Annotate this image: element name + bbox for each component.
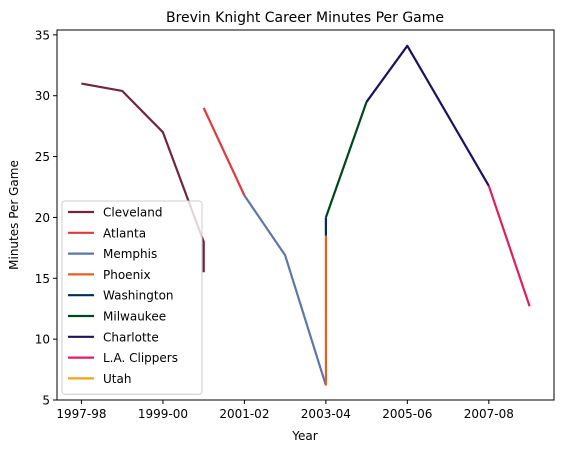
x-tick-label-0: 1997-98 bbox=[56, 407, 106, 421]
x-tick-label-2: 2001-02 bbox=[219, 407, 269, 421]
y-tick-label-2: 15 bbox=[35, 272, 50, 286]
legend-label-4: Washington bbox=[103, 289, 174, 303]
x-tick-label-4: 2005-06 bbox=[382, 407, 432, 421]
legend-label-3: Phoenix bbox=[103, 268, 151, 282]
legend-label-2: Memphis bbox=[103, 247, 157, 261]
y-tick-label-6: 35 bbox=[35, 28, 50, 42]
series-line-2 bbox=[244, 196, 326, 386]
legend-label-5: Milwaukee bbox=[103, 310, 166, 324]
legend-label-0: Cleveland bbox=[103, 206, 163, 220]
chart-title: Brevin Knight Career Minutes Per Game bbox=[166, 10, 444, 26]
x-tick-label-1: 1999-00 bbox=[138, 407, 188, 421]
y-tick-label-1: 10 bbox=[35, 333, 50, 347]
legend-label-8: Utah bbox=[103, 372, 131, 386]
legend: Cleveland Atlanta Memphis Phoenix Washington… bbox=[62, 201, 202, 394]
legend-label-6: Charlotte bbox=[103, 330, 159, 344]
y-tick-label-4: 25 bbox=[35, 150, 50, 164]
y-axis: 5 10 15 20 25 30 35 bbox=[35, 28, 57, 407]
y-tick-label-0: 5 bbox=[42, 394, 50, 408]
x-axis-label: Year bbox=[291, 429, 317, 443]
x-axis: 1997-98 1999-00 2001-02 2003-04 2005-06 2007-… bbox=[56, 400, 514, 421]
series-line-7 bbox=[489, 186, 530, 306]
series-line-6 bbox=[367, 46, 489, 186]
x-tick-label-3: 2003-04 bbox=[301, 407, 351, 421]
y-tick-label-3: 20 bbox=[35, 211, 50, 225]
y-tick-label-5: 30 bbox=[35, 89, 50, 103]
legend-label-1: Atlanta bbox=[103, 226, 146, 240]
series-line-1 bbox=[204, 108, 245, 196]
legend-label-7: L.A. Clippers bbox=[103, 351, 178, 365]
x-tick-label-5: 2007-08 bbox=[464, 407, 514, 421]
series-line-5 bbox=[326, 102, 367, 218]
y-axis-label: Minutes Per Game bbox=[7, 160, 21, 270]
